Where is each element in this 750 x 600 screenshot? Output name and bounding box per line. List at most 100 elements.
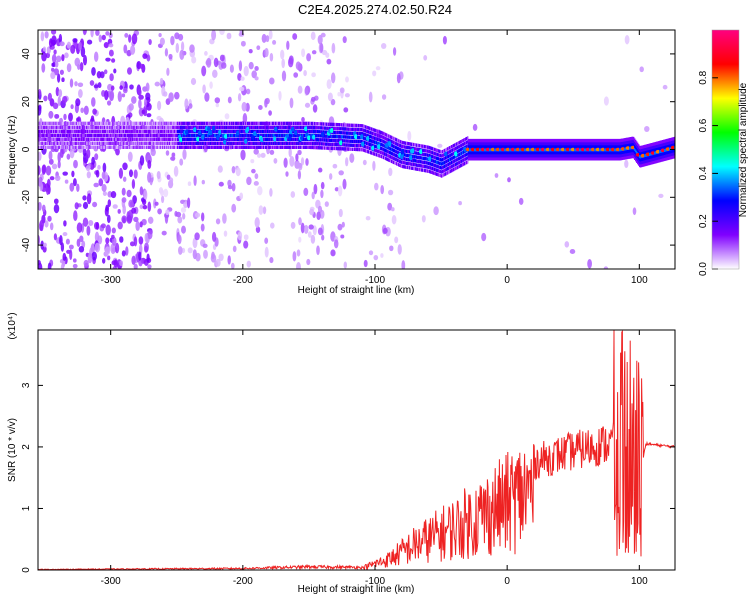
spectrogram-cell xyxy=(168,53,173,60)
spectrogram-cell xyxy=(121,93,126,98)
spectrogram-cell xyxy=(231,203,237,213)
spectrogram-cell xyxy=(313,129,315,134)
spectrogram-cell xyxy=(490,138,492,143)
spectrogram-cell xyxy=(165,145,167,149)
spectrogram-cell xyxy=(525,148,527,152)
spectrogram-cell xyxy=(442,35,447,45)
spectrogram-cell xyxy=(295,125,297,130)
spectrogram-cell xyxy=(44,133,46,138)
spectrogram-cell xyxy=(462,151,464,155)
spectrogram-cell xyxy=(425,145,427,149)
spectrogram-cell xyxy=(372,135,374,140)
spectrogram-cell xyxy=(49,137,51,141)
spectrogram-cell xyxy=(266,121,268,126)
spectrogram-cell xyxy=(161,145,163,149)
spectrogram-cell xyxy=(607,154,609,158)
spectrogram-cell xyxy=(440,161,442,166)
spectrogram-cell xyxy=(316,245,320,256)
spectrogram-cell xyxy=(92,137,94,141)
spectrogram-cell xyxy=(277,129,279,134)
spectrogram-cell xyxy=(221,125,223,130)
spectrogram-cell xyxy=(438,173,440,177)
spectrogram-cell xyxy=(127,141,129,145)
spectrogram-cell xyxy=(103,133,105,138)
spectrogram-cell xyxy=(220,145,222,149)
spectrogram-cell xyxy=(397,138,399,143)
spectrogram-cell xyxy=(174,125,176,130)
spectrogram-cell xyxy=(146,129,148,134)
spectrogram-cell xyxy=(489,141,491,146)
spectrogram-cell xyxy=(458,200,462,206)
spectrogram-cell xyxy=(289,97,294,109)
spectrogram-cell xyxy=(90,129,92,134)
spectrogram-cell xyxy=(392,47,397,56)
spectrogram-cell xyxy=(107,141,109,145)
spectrogram-cell xyxy=(122,129,124,134)
spectrogram-cell xyxy=(441,166,443,170)
spectrogram-cell xyxy=(45,133,47,138)
spectrogram-cell xyxy=(495,145,497,149)
spectrogram-cell xyxy=(441,162,443,166)
spectrogram-cell xyxy=(601,138,603,143)
spectrogram-cell xyxy=(407,130,412,142)
spectrogram-cell xyxy=(113,121,115,126)
spectrogram-cell xyxy=(70,121,72,126)
spectrogram-cell xyxy=(583,154,585,158)
spectrogram-cell xyxy=(268,145,270,149)
spectrogram-cell xyxy=(594,151,596,155)
spectrogram-cell xyxy=(494,154,496,158)
spectrogram-cell xyxy=(337,138,339,143)
spectrogram-cell xyxy=(426,161,428,165)
spectrogram-cell xyxy=(356,127,358,132)
spectrogram-cell xyxy=(447,151,449,155)
spectrogram-cell xyxy=(535,148,537,152)
spectrogram-cell xyxy=(564,141,566,146)
spectrogram-cell xyxy=(506,151,508,155)
spectrogram-cell xyxy=(226,137,228,141)
spectrogram-cell xyxy=(495,141,497,146)
spectrogram-cell xyxy=(297,149,302,156)
spectrogram-cell xyxy=(481,138,483,143)
spectrogram-cell xyxy=(296,249,301,257)
spectrogram-cell xyxy=(350,123,352,127)
spectrogram-cell xyxy=(358,123,360,128)
spectrogram-cell xyxy=(587,138,589,143)
spectrogram-cell xyxy=(463,154,465,158)
spectrogram-cell xyxy=(86,193,92,205)
spectrogram-cell xyxy=(250,137,252,141)
spectrogram-cell xyxy=(270,145,272,149)
spectrogram-cell xyxy=(186,121,188,126)
spectrogram-cell xyxy=(160,145,162,149)
spectrogram-cell xyxy=(232,121,234,126)
spectrogram-cell xyxy=(188,103,193,109)
spectrogram-cell xyxy=(48,125,50,130)
spectrogram-cell xyxy=(419,152,421,156)
spectrogram-cell xyxy=(382,151,384,155)
spectrogram-cell xyxy=(467,144,469,148)
spectrogram-cell xyxy=(479,154,481,158)
spectrogram-cell xyxy=(354,147,356,151)
spectrogram-cell xyxy=(414,151,416,155)
spectrogram-cell xyxy=(62,145,64,149)
spectrogram-cell xyxy=(126,133,128,138)
spectrogram-cell xyxy=(122,87,128,94)
spectrogram-cell xyxy=(570,145,572,149)
spectrogram-cell xyxy=(379,134,381,138)
spectrogram-cell xyxy=(222,137,224,141)
spectrogram-cell xyxy=(116,145,118,149)
spectrogram-cell xyxy=(175,137,177,141)
spectrogram-cell xyxy=(156,125,158,130)
spectrogram-cell xyxy=(169,125,171,130)
spectrogram-cell xyxy=(334,138,336,143)
spectrogram-cell xyxy=(129,129,131,134)
spectrogram-cell xyxy=(473,154,475,158)
spectrogram-cell xyxy=(86,145,88,149)
spectrogram-cell xyxy=(419,148,421,152)
spectrogram-cell xyxy=(162,121,164,126)
spectrogram-cell xyxy=(326,130,328,134)
spectrogram-cell xyxy=(547,154,549,158)
spectrogram-cell xyxy=(394,153,396,157)
spectrogram-cell xyxy=(81,137,83,141)
spectrogram-cell xyxy=(449,150,451,154)
spectrogram-cell xyxy=(231,121,233,126)
